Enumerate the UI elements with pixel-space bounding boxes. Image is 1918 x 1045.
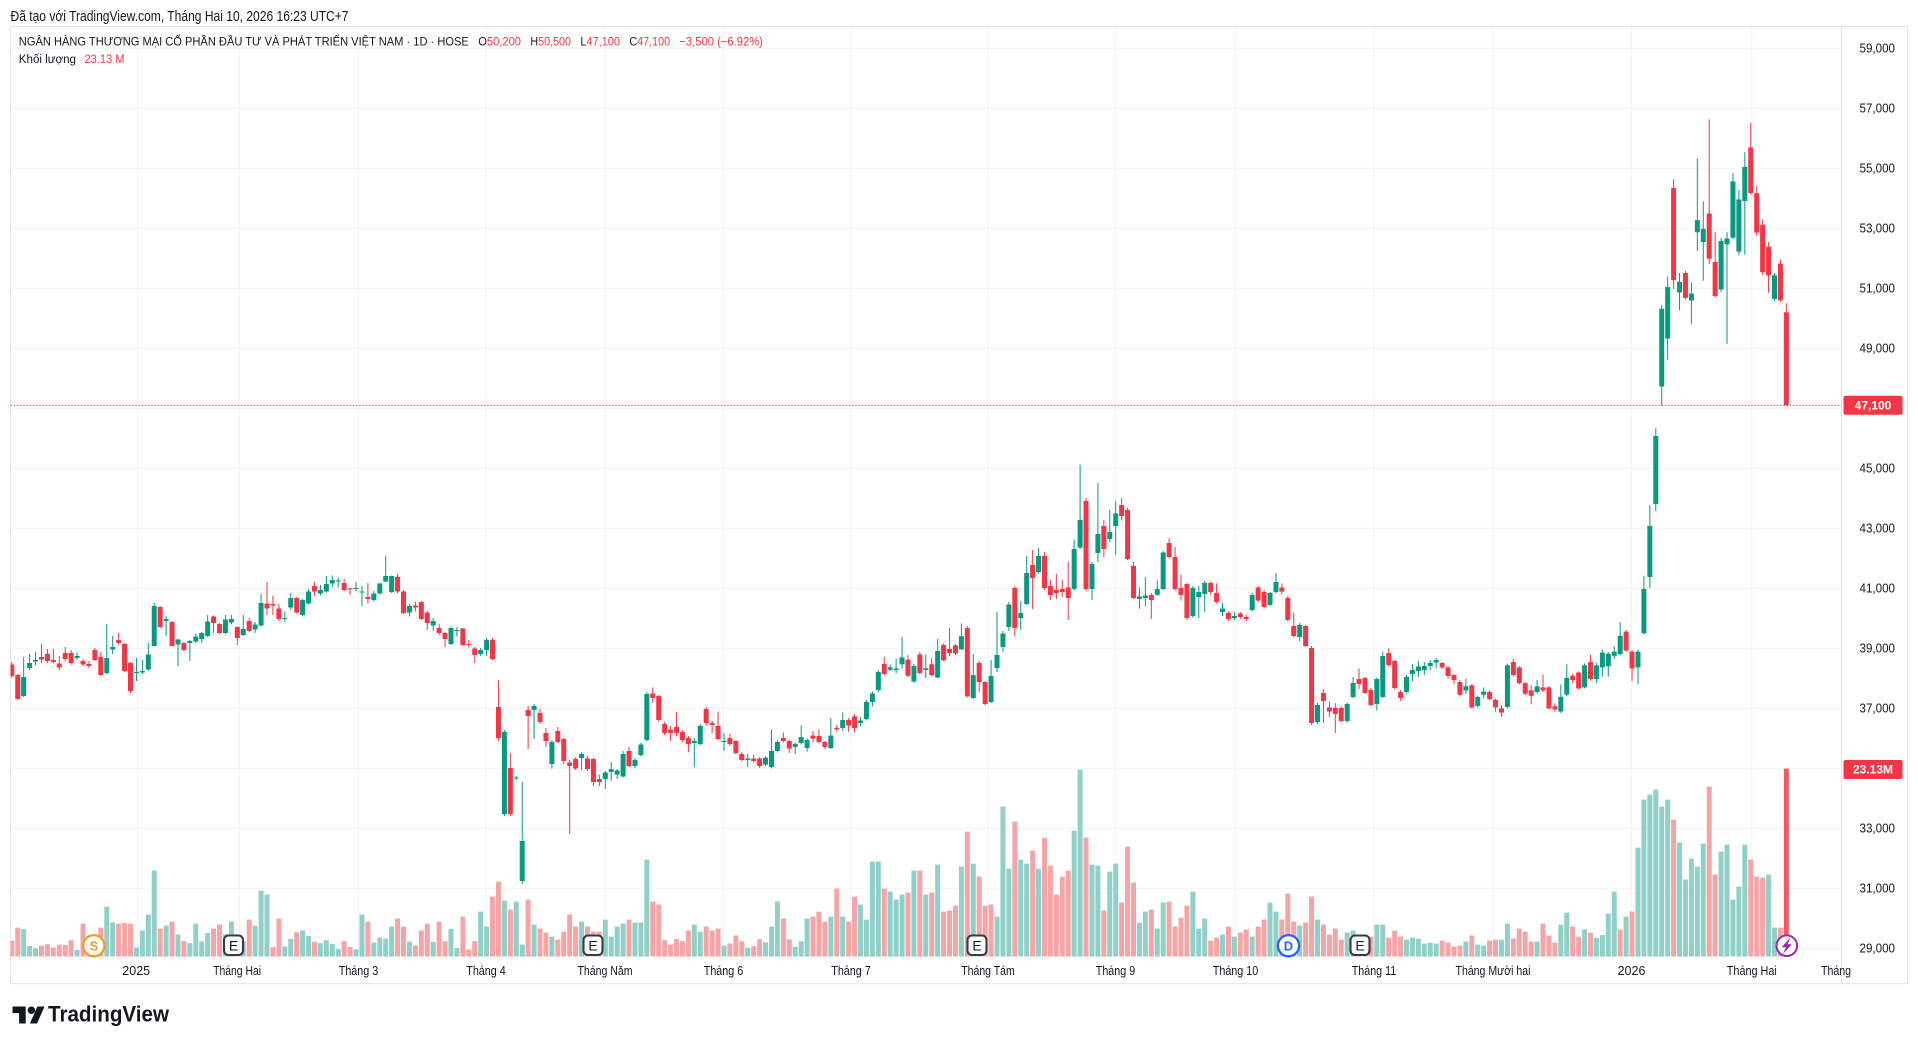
svg-text:33,000: 33,000	[1860, 822, 1896, 836]
svg-text:Tháng 11: Tháng 11	[1352, 964, 1397, 978]
svg-text:E: E	[588, 938, 597, 954]
svg-text:Tháng 10: Tháng 10	[1213, 964, 1259, 978]
svg-text:TradingView: TradingView	[48, 1002, 170, 1027]
svg-text:43,000: 43,000	[1860, 522, 1896, 536]
svg-text:57,000: 57,000	[1860, 102, 1896, 116]
svg-text:Đã tạo với TradingView.com, Th: Đã tạo với TradingView.com, Tháng Hai 10…	[11, 8, 349, 25]
svg-text:39,000: 39,000	[1860, 642, 1896, 656]
svg-text:Tháng Mười hai: Tháng Mười hai	[1456, 964, 1531, 978]
svg-text:D: D	[1284, 939, 1293, 954]
svg-text:2025: 2025	[122, 964, 150, 978]
svg-text:Tháng 7: Tháng 7	[831, 964, 871, 978]
svg-text:2026: 2026	[1618, 964, 1646, 978]
svg-text:Tháng 9: Tháng 9	[1096, 964, 1136, 978]
svg-text:29,000: 29,000	[1860, 942, 1896, 956]
svg-text:Tháng 4: Tháng 4	[466, 964, 506, 978]
svg-text:Tháng 3: Tháng 3	[339, 964, 379, 978]
svg-text:51,000: 51,000	[1860, 282, 1896, 296]
svg-text:NGÂN HÀNG THƯƠNG MẠI CỔ PHẦN Đ: NGÂN HÀNG THƯƠNG MẠI CỔ PHẦN ĐẦU TƯ VÀ P…	[19, 34, 469, 49]
svg-text:H50,500: H50,500	[530, 35, 571, 49]
svg-text:31,000: 31,000	[1860, 882, 1896, 896]
svg-text:Tháng 6: Tháng 6	[704, 964, 744, 978]
svg-text:C47,100: C47,100	[629, 35, 670, 49]
svg-text:41,000: 41,000	[1860, 582, 1896, 596]
svg-text:S: S	[89, 939, 98, 954]
svg-text:23.13 M: 23.13 M	[85, 52, 125, 66]
svg-text:E: E	[1355, 938, 1364, 954]
svg-text:59,000: 59,000	[1860, 42, 1896, 56]
svg-text:47,100: 47,100	[1855, 399, 1892, 413]
svg-text:Tháng Năm: Tháng Năm	[578, 964, 633, 978]
svg-text:Tháng Hai: Tháng Hai	[1727, 964, 1777, 978]
svg-text:Tháng Tám: Tháng Tám	[961, 964, 1015, 978]
svg-text:E: E	[229, 938, 238, 954]
svg-text:Khối lượng: Khối lượng	[19, 52, 76, 66]
svg-text:Tháng Hai: Tháng Hai	[213, 964, 261, 978]
svg-text:O50,200: O50,200	[478, 35, 521, 49]
svg-text:E: E	[972, 938, 981, 954]
svg-text:−3,500 (−6.92%): −3,500 (−6.92%)	[679, 35, 763, 49]
svg-text:L47,100: L47,100	[580, 35, 620, 49]
svg-text:49,000: 49,000	[1860, 342, 1896, 356]
svg-text:37,000: 37,000	[1860, 702, 1896, 716]
svg-text:53,000: 53,000	[1860, 222, 1896, 236]
svg-text:Tháng: Tháng	[1821, 964, 1851, 978]
svg-text:23.13M: 23.13M	[1853, 763, 1893, 777]
svg-text:45,000: 45,000	[1860, 462, 1896, 476]
svg-text:55,000: 55,000	[1860, 162, 1896, 176]
